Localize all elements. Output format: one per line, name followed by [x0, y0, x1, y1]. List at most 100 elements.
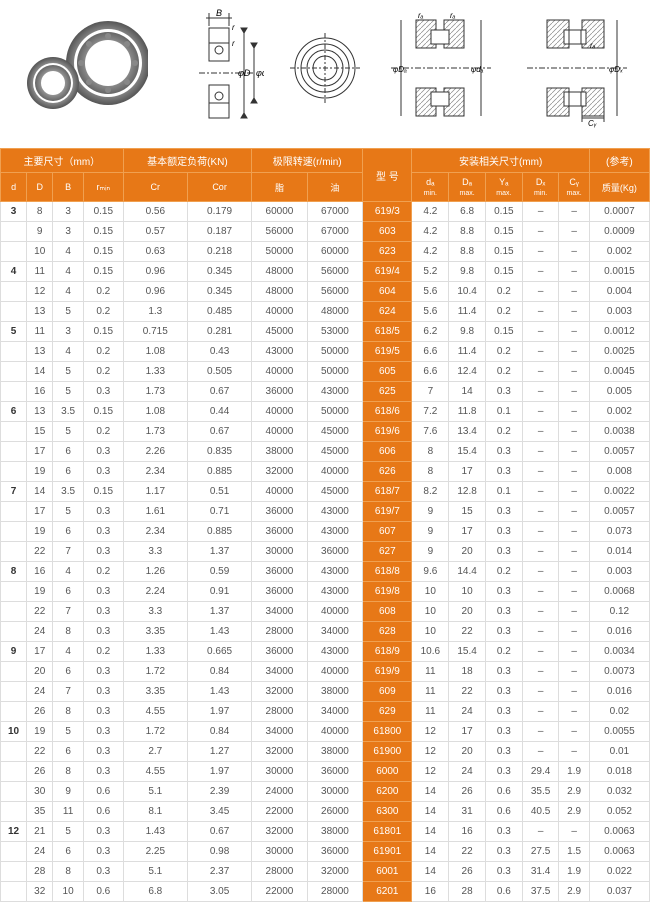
- cell-B: 5: [53, 822, 84, 842]
- cell-d: 6: [1, 402, 27, 422]
- table-row: 101950.31.720.8434000400006180012170.3––…: [1, 722, 650, 742]
- cell-Cor: 2.37: [187, 862, 251, 882]
- cell-Cor: 0.345: [187, 282, 251, 302]
- cell-grease: 36000: [252, 582, 307, 602]
- cell-Cor: 0.485: [187, 302, 251, 322]
- cell-Dx: –: [522, 662, 559, 682]
- cell-Cor: 0.91: [187, 582, 251, 602]
- cell-da: 6.6: [412, 362, 449, 382]
- cell-rmin: 0.3: [83, 622, 123, 642]
- cell-D: 10: [27, 242, 53, 262]
- cell-d: [1, 462, 27, 482]
- cell-oil: 50000: [307, 362, 363, 382]
- cell-Dx: –: [522, 402, 559, 422]
- cell-mass: 0.0009: [589, 222, 649, 242]
- cell-Cr: 2.25: [123, 842, 187, 862]
- cell-B: 4: [53, 282, 84, 302]
- header-d: d: [1, 173, 27, 202]
- cell-d: [1, 522, 27, 542]
- cell-Cy: –: [559, 462, 589, 482]
- svg-text:φDₓ: φDₓ: [609, 65, 623, 74]
- cell-oil: 53000: [307, 322, 363, 342]
- cell-D: 14: [27, 362, 53, 382]
- svg-text:r: r: [232, 23, 235, 32]
- cell-Dx: –: [522, 262, 559, 282]
- table-row: 35110.68.13.452200026000630014310.640.52…: [1, 802, 650, 822]
- cell-B: 6: [53, 462, 84, 482]
- cell-da: 16: [412, 882, 449, 902]
- cell-Ya: 0.3: [485, 682, 522, 702]
- cell-Cr: 1.43: [123, 822, 187, 842]
- cell-Da: 22: [449, 682, 486, 702]
- cell-model: 6001: [363, 862, 412, 882]
- cell-Dx: 31.4: [522, 862, 559, 882]
- cell-Da: 31: [449, 802, 486, 822]
- cell-Cr: 2.24: [123, 582, 187, 602]
- cell-rmin: 0.15: [83, 222, 123, 242]
- cell-rmin: 0.3: [83, 522, 123, 542]
- table-row: 2460.32.250.9830000360006190114220.327.5…: [1, 842, 650, 862]
- cell-rmin: 0.3: [83, 682, 123, 702]
- cell-d: [1, 382, 27, 402]
- cell-Cor: 0.885: [187, 522, 251, 542]
- cell-rmin: 0.3: [83, 822, 123, 842]
- cell-grease: 36000: [252, 522, 307, 542]
- cell-Cor: 0.67: [187, 822, 251, 842]
- cell-Cor: 0.44: [187, 402, 251, 422]
- cell-mass: 0.0063: [589, 822, 649, 842]
- cell-D: 19: [27, 462, 53, 482]
- cell-oil: 43000: [307, 562, 363, 582]
- cell-da: 12: [412, 722, 449, 742]
- cell-model: 608: [363, 602, 412, 622]
- cell-rmin: 0.2: [83, 422, 123, 442]
- cell-D: 24: [27, 842, 53, 862]
- table-row: 930.150.570.18756000670006034.28.80.15––…: [1, 222, 650, 242]
- cell-rmin: 0.3: [83, 842, 123, 862]
- cell-Ya: 0.6: [485, 882, 522, 902]
- cell-Cy: –: [559, 222, 589, 242]
- cell-Cy: –: [559, 662, 589, 682]
- cell-D: 9: [27, 222, 53, 242]
- cell-Cy: –: [559, 502, 589, 522]
- cell-Cor: 1.97: [187, 702, 251, 722]
- cell-Dx: –: [522, 682, 559, 702]
- cell-da: 14: [412, 782, 449, 802]
- cell-B: 4: [53, 242, 84, 262]
- cell-Cor: 0.179: [187, 202, 251, 222]
- table-row: 3830.150.560.1796000067000619/34.26.80.1…: [1, 202, 650, 222]
- cell-B: 4: [53, 642, 84, 662]
- cell-D: 17: [27, 442, 53, 462]
- cell-Dx: 29.4: [522, 762, 559, 782]
- cell-grease: 45000: [252, 322, 307, 342]
- cell-mass: 0.0025: [589, 342, 649, 362]
- cell-model: 624: [363, 302, 412, 322]
- cell-grease: 40000: [252, 302, 307, 322]
- cell-B: 3: [53, 222, 84, 242]
- cell-Cr: 1.33: [123, 362, 187, 382]
- cell-Cy: –: [559, 362, 589, 382]
- cell-d: [1, 442, 27, 462]
- cell-grease: 30000: [252, 842, 307, 862]
- cell-d: [1, 762, 27, 782]
- cell-Cor: 0.43: [187, 342, 251, 362]
- cell-model: 618/7: [363, 482, 412, 502]
- table-row: 91740.21.330.6653600043000618/910.615.40…: [1, 642, 650, 662]
- cell-Dx: –: [522, 202, 559, 222]
- table-row: 1960.32.340.88536000430006079170.3––0.07…: [1, 522, 650, 542]
- cell-Da: 14.4: [449, 562, 486, 582]
- cell-oil: 28000: [307, 882, 363, 902]
- cell-Cr: 0.63: [123, 242, 187, 262]
- cell-da: 7.6: [412, 422, 449, 442]
- cell-mass: 0.0034: [589, 642, 649, 662]
- cell-rmin: 0.6: [83, 782, 123, 802]
- table-row: 2270.33.31.37340004000060810200.3––0.12: [1, 602, 650, 622]
- svg-text:φd: φd: [256, 68, 264, 78]
- cell-Cr: 1.61: [123, 502, 187, 522]
- cell-grease: 36000: [252, 562, 307, 582]
- svg-text:rₐ: rₐ: [590, 41, 596, 50]
- cell-Da: 14: [449, 382, 486, 402]
- cell-B: 7: [53, 602, 84, 622]
- cell-grease: 34000: [252, 602, 307, 622]
- cell-da: 9: [412, 502, 449, 522]
- header-oil: 油: [307, 173, 363, 202]
